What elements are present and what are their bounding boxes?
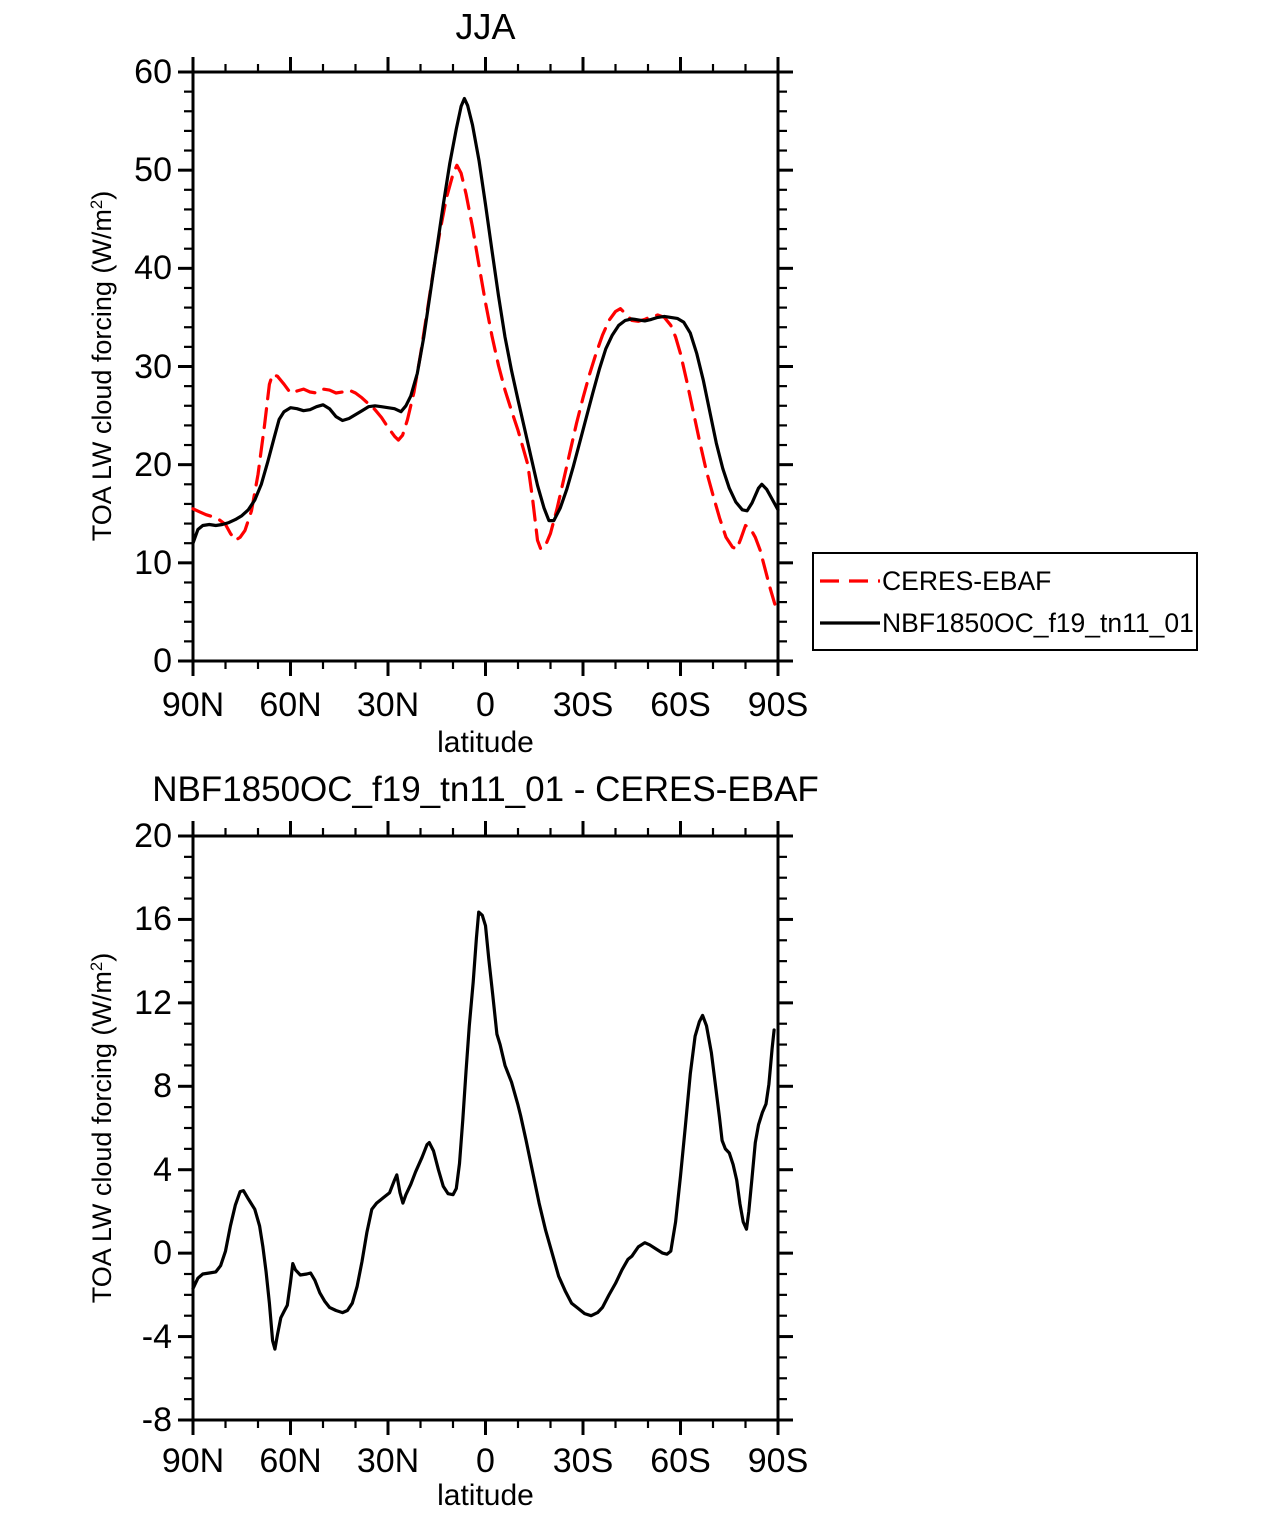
- top-chart-x-axis-label: latitude: [437, 726, 534, 759]
- y-tick-label: 50: [134, 151, 172, 190]
- series-line-ceres-ebaf: [191, 163, 777, 606]
- x-tick-label: 60N: [259, 686, 322, 724]
- legend-solid-line-sample: [820, 621, 880, 625]
- x-tick-label: 30N: [356, 686, 420, 724]
- x-tick-label: 30N: [356, 1442, 420, 1480]
- bottom-chart-x-axis-label: latitude: [437, 1479, 534, 1512]
- y-tick-label: -8: [141, 1401, 172, 1439]
- x-tick-label: 30S: [552, 1442, 614, 1480]
- y-tick-label: 0: [153, 1234, 172, 1273]
- series-line-nbf1850oc-f19-tn11-01-ceres-ebaf: [191, 910, 776, 1351]
- x-tick-label: 60S: [650, 1442, 711, 1480]
- y-tick-label: 0: [153, 642, 172, 680]
- y-tick-label: 60: [134, 53, 172, 91]
- y-tick-label: 8: [153, 1067, 172, 1106]
- legend-dashed-line-sample: [820, 579, 880, 583]
- x-tick-label: 30S: [552, 686, 614, 724]
- y-tick-label: 10: [134, 543, 172, 582]
- x-tick-label: 60S: [650, 686, 711, 724]
- x-tick-label: 90N: [161, 1442, 225, 1480]
- x-tick-label: 0: [476, 1442, 495, 1480]
- top-chart-title: JJA: [455, 6, 516, 47]
- y-tick-label: 40: [134, 249, 172, 288]
- legend: CERES-EBAF NBF1850OC_f19_tn11_01: [812, 552, 1198, 651]
- y-tick-label: -4: [141, 1317, 172, 1356]
- legend-entry-ceres: CERES-EBAF: [820, 568, 1051, 594]
- x-tick-label: 60N: [259, 1442, 322, 1480]
- y-tick-label: 12: [134, 983, 172, 1022]
- y-tick-label: 30: [134, 347, 172, 386]
- y-tick-label: 16: [134, 900, 172, 939]
- axis-box: [191, 70, 780, 663]
- x-tick-label: 0: [476, 686, 495, 724]
- x-tick-label: 90S: [747, 1442, 809, 1480]
- series-line-nbf1850oc-f19-tn11-01: [191, 96, 780, 545]
- y-tick-label: 20: [134, 445, 172, 484]
- x-tick-label: 90S: [747, 686, 809, 724]
- y-tick-label: 4: [153, 1150, 172, 1189]
- x-tick-label: 90N: [161, 686, 225, 724]
- legend-entry-model: NBF1850OC_f19_tn11_01: [820, 610, 1194, 636]
- y-tick-label: 20: [134, 817, 172, 855]
- bottom-chart-title: NBF1850OC_f19_tn11_01 - CERES-EBAF: [152, 770, 819, 809]
